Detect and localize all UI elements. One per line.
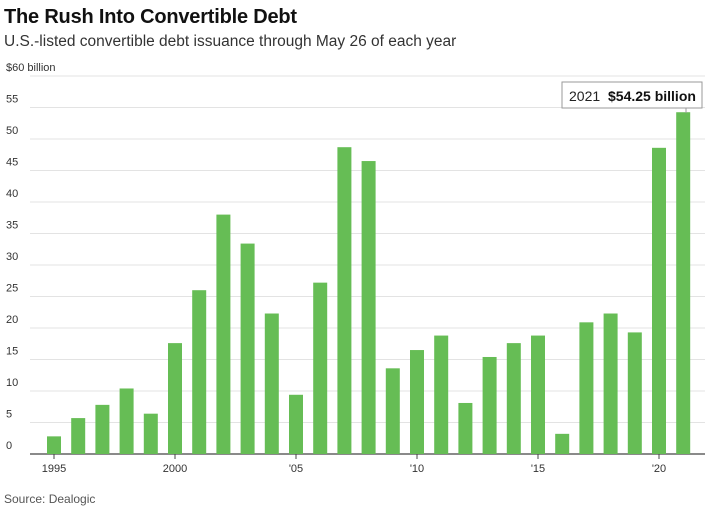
y-tick-label: 40: [6, 188, 18, 200]
y-tick-label: 10: [6, 377, 18, 389]
bar-2004[interactable]: [264, 313, 279, 454]
bar-2001[interactable]: [192, 290, 207, 454]
y-tick-label: $60 billion: [6, 62, 56, 74]
bar-2016[interactable]: [555, 433, 570, 454]
x-axis-ticks: 1995 2000 '05 '10 '15 '20: [42, 454, 666, 475]
bar-2006[interactable]: [313, 282, 328, 454]
chart-subtitle: U.S.-listed convertible debt issuance th…: [4, 33, 457, 50]
y-tick-label: 20: [6, 314, 18, 326]
y-tick-label: 55: [6, 94, 18, 106]
source-note: Source: Dealogic: [4, 492, 96, 506]
x-tick-label: '20: [652, 463, 666, 475]
x-tick-label: '05: [289, 463, 303, 475]
bar-2011[interactable]: [434, 335, 449, 454]
tooltip-year: 2021: [569, 88, 600, 104]
y-axis-ticks: 0 5 10 15 20 25 30 35 40 45 50 55 $60 billion: [6, 62, 56, 452]
bar-1997[interactable]: [95, 404, 110, 454]
bar-1996[interactable]: [71, 418, 86, 454]
bar-2005[interactable]: [289, 394, 303, 454]
bar-1998[interactable]: [119, 388, 134, 454]
bar-2007[interactable]: [337, 147, 352, 454]
bar-2000[interactable]: [168, 343, 182, 454]
y-tick-label: 25: [6, 283, 18, 295]
bar-1995[interactable]: [47, 436, 61, 454]
bar-2020[interactable]: [652, 147, 666, 454]
bar-2013[interactable]: [482, 356, 497, 454]
x-tick-label: '10: [410, 463, 424, 475]
y-tick-label: 35: [6, 220, 18, 232]
bar-2015[interactable]: [531, 335, 545, 454]
bar-2021[interactable]: [676, 112, 691, 454]
bar-2017[interactable]: [579, 322, 594, 454]
bar-2014[interactable]: [506, 343, 521, 454]
chart-title: The Rush Into Convertible Debt: [4, 6, 297, 28]
bar-2018[interactable]: [603, 313, 618, 454]
x-tick-label: 1995: [42, 463, 66, 475]
bar-2012[interactable]: [458, 402, 473, 454]
bar-2009[interactable]: [385, 368, 400, 454]
y-tick-label: 50: [6, 125, 18, 137]
tooltip-box: [561, 81, 703, 109]
y-tick-label: 0: [6, 440, 12, 452]
y-tick-label: 5: [6, 409, 12, 421]
bar-2019[interactable]: [627, 332, 642, 454]
y-tick-label: 30: [6, 251, 18, 263]
bar-2010[interactable]: [410, 350, 424, 454]
x-tick-label: '15: [531, 463, 545, 475]
highlight-tooltip: 2021 $54.25 billion: [561, 81, 703, 113]
bar-1999[interactable]: [143, 413, 158, 454]
bars: [47, 112, 691, 455]
bar-2008[interactable]: [361, 161, 376, 455]
x-tick-label: 2000: [163, 463, 187, 475]
bar-2002[interactable]: [216, 214, 231, 454]
tooltip-value: $54.25 billion: [608, 88, 696, 104]
bar-2003[interactable]: [240, 243, 255, 454]
y-tick-label: 15: [6, 346, 18, 358]
y-tick-label: 45: [6, 157, 18, 169]
